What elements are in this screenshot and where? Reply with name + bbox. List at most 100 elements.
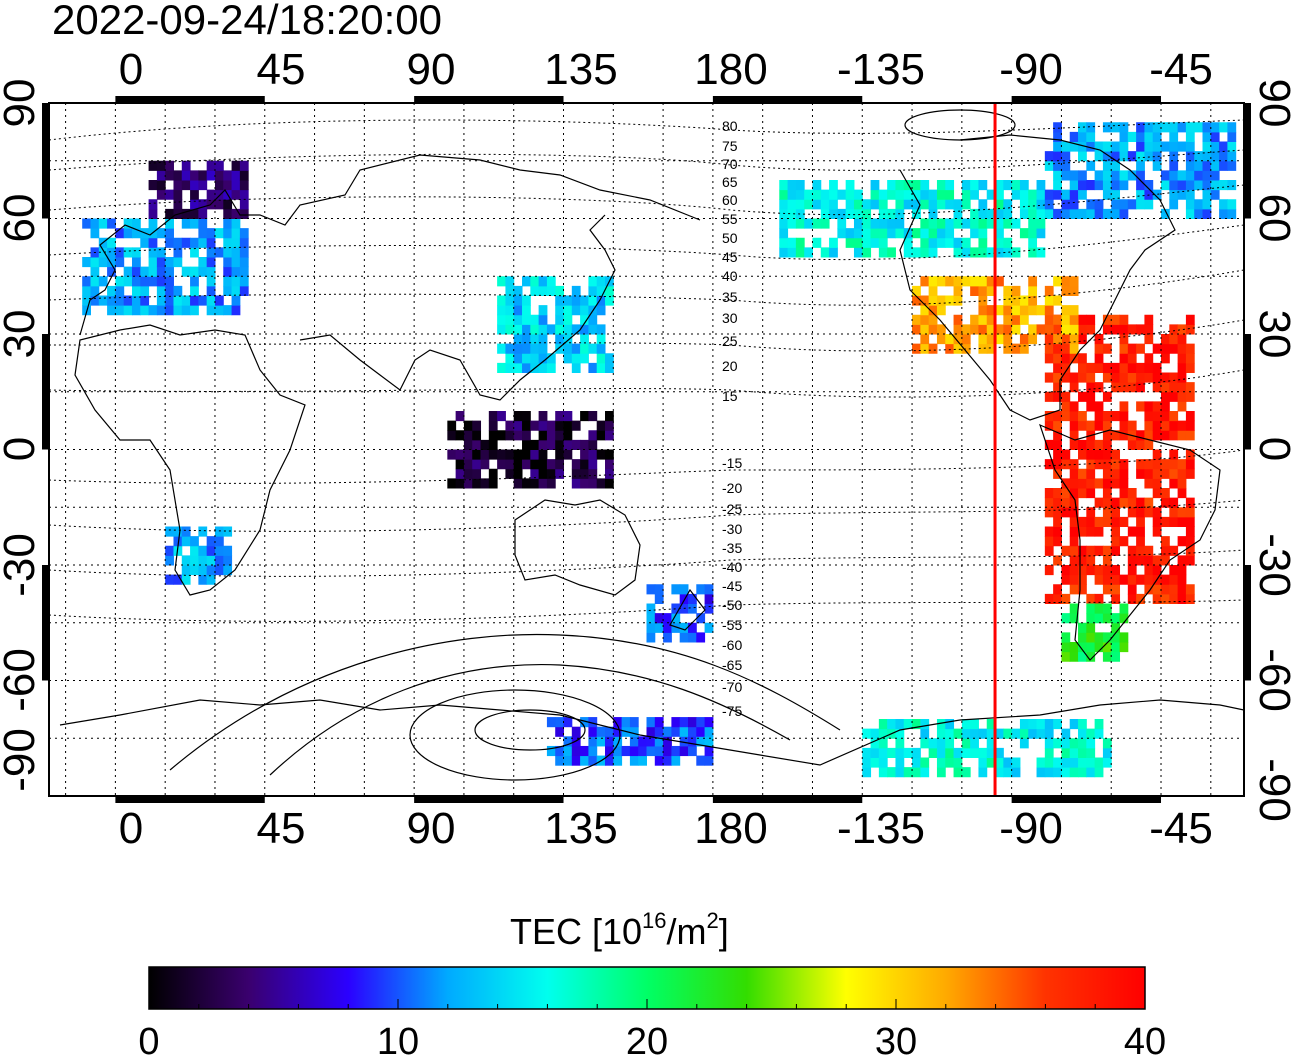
tec-cell (1061, 362, 1071, 373)
tec-cell (231, 189, 241, 200)
tec-cell (1094, 353, 1104, 364)
tec-cell (945, 199, 955, 210)
tec-cell (1102, 613, 1112, 624)
tec-cell (1053, 208, 1062, 219)
tec-cell (1102, 372, 1112, 383)
right-latitude-labels: 90 60 30 0 -30 -60 -90 (1250, 79, 1294, 822)
tec-cell (140, 285, 150, 296)
tec-cell (961, 767, 971, 778)
tec-cell (1177, 180, 1187, 191)
tec-cell (829, 247, 838, 258)
tec-cell (480, 439, 490, 450)
tec-cell (1044, 565, 1054, 576)
tec-cell (206, 276, 216, 287)
tec-cell (223, 170, 233, 181)
tec-cell (1061, 632, 1071, 643)
tec-cell (1053, 391, 1062, 402)
tec-cell (1210, 170, 1220, 181)
tec-cell (1086, 180, 1096, 191)
tec-cell (671, 717, 681, 728)
tec-cell (1094, 459, 1104, 470)
tec-cell (522, 305, 531, 316)
tec-cell (1053, 189, 1062, 200)
tec-cell (123, 266, 133, 277)
tec-cell (1102, 160, 1112, 171)
tec-cell (953, 295, 963, 306)
tec-cell (1069, 189, 1079, 200)
mlat-label: -60 (722, 637, 742, 653)
tec-cell (995, 208, 1004, 219)
tec-cell (704, 622, 714, 633)
tec-cell (231, 285, 241, 296)
tec-cell (928, 285, 938, 296)
tec-cell (181, 170, 191, 181)
tec-cell (1219, 141, 1228, 152)
tec-cell (1036, 247, 1046, 258)
tec-cell (887, 767, 896, 778)
tec-cell (538, 276, 548, 287)
map-area: 80 75 70 65 60 55 50 45 40 35 30 25 20 1… (49, 103, 1244, 796)
tec-cell (1053, 488, 1062, 499)
coastline-south-america (1039, 423, 1221, 661)
tec-cell (115, 247, 125, 258)
tec-cell (1127, 593, 1137, 604)
tec-cell (98, 218, 108, 229)
tec-cell (555, 324, 565, 335)
tec-cell (970, 228, 979, 239)
tec-cell (1152, 362, 1162, 373)
tec-cell (1078, 334, 1087, 345)
tec-cell (181, 305, 191, 316)
tec-cell (795, 237, 805, 248)
tec-cell (1119, 430, 1129, 441)
tec-cell (970, 324, 979, 335)
tec-cell (1152, 122, 1162, 133)
tec-cell (646, 726, 656, 737)
bottom-longitude-labels: 0 45 90 135 180 -135 -90 -45 (119, 804, 1213, 853)
tec-cell (131, 266, 141, 277)
tec-cell (538, 449, 548, 460)
tec-cell (505, 276, 515, 287)
tec-cell (156, 247, 166, 258)
tec-cell (1111, 430, 1121, 441)
tec-cell (1111, 449, 1121, 460)
tec-cell (1078, 526, 1087, 537)
tec-cell (1044, 439, 1054, 450)
tec-cell (90, 295, 100, 306)
tec-cell (986, 247, 996, 258)
tec-cell (936, 189, 946, 200)
tec-cell (1119, 632, 1129, 643)
tec-cell (1152, 478, 1162, 489)
tec-cell (497, 430, 506, 441)
tec-cell (198, 295, 208, 306)
tec-cell (1111, 497, 1121, 508)
tec-cell (1069, 603, 1079, 614)
tec-cell (1086, 728, 1096, 739)
tec-cell (1019, 728, 1029, 739)
tec-cell (1053, 295, 1062, 306)
top-lon-label: -135 (837, 45, 925, 94)
coastline-antarctica (59, 699, 1244, 766)
tec-cell (1011, 343, 1021, 354)
tec-cell (463, 430, 473, 441)
tec-cell (912, 719, 921, 730)
tec-cell (1069, 642, 1079, 653)
tec-cell (530, 276, 540, 287)
tec-cell (605, 755, 614, 766)
tec-cell (580, 334, 589, 345)
tec-cell (1053, 719, 1062, 730)
tec-cell (605, 726, 614, 737)
tec-cell (978, 285, 988, 296)
tec-cell (563, 324, 573, 335)
tec-cell (596, 343, 606, 354)
tec-cell (1069, 141, 1079, 152)
tec-cell (1144, 478, 1154, 489)
tec-cell (1144, 420, 1154, 431)
tec-cell (1119, 459, 1129, 470)
tec-cell (198, 180, 208, 191)
tec-cell (571, 362, 581, 373)
tec-cell (206, 285, 216, 296)
tec-cell (812, 218, 822, 229)
tec-cell (1078, 372, 1087, 383)
tec-cell (239, 180, 249, 191)
mlat-label: -70 (722, 679, 742, 695)
